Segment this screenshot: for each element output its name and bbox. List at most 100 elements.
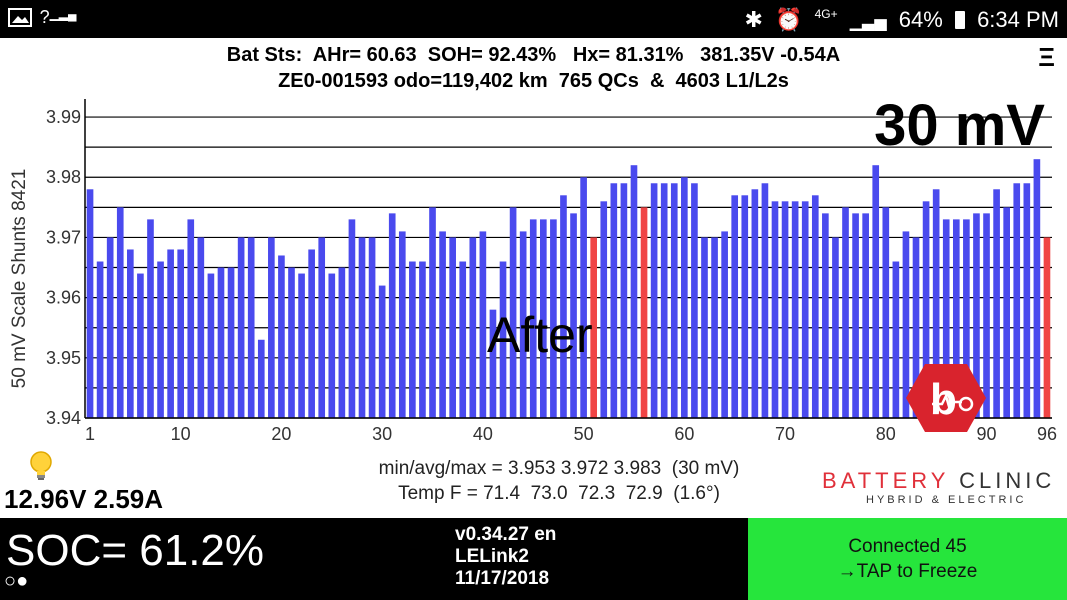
cell-bar-30 [378,285,386,418]
x-tick-label: 1 [85,424,95,444]
cell-bar-17 [247,237,255,418]
freeze-button[interactable]: Connected 45 →TAP to Freeze [748,518,1067,600]
cell-bar-50 [580,177,587,418]
status-left: ?▁▂▄ [8,7,77,35]
cell-bar-61 [691,183,698,418]
freeze-hint: →TAP to Freeze [837,561,978,582]
cell-bar-10 [177,249,185,418]
scale-label[interactable]: 30 mV [874,93,1045,158]
cell-bar-87 [952,219,960,418]
cell-bar-36 [439,231,446,418]
cell-bar-58 [660,183,668,418]
no-signal-icon: ? [39,7,50,27]
cell-bar-64 [721,231,728,418]
cell-bar-22 [298,273,305,418]
cell-bar-37 [449,237,456,418]
cell-bar-60 [681,177,688,418]
cell-bar-77 [852,213,859,418]
cell-bar-1 [86,189,94,418]
cell-bar-11 [187,219,195,418]
cell-bar-84 [922,201,930,418]
cell-bar-32 [398,231,406,418]
y-axis-label: 50 mV Scale Shunts 8421 [9,169,30,389]
cell-bar-21 [288,267,295,418]
cell-bar-79 [872,165,880,418]
cell-bar-96 [1043,237,1051,418]
cell-bar-82 [902,231,910,418]
x-tick-label: 40 [473,424,493,444]
cell-bar-86 [942,219,950,418]
soc-readout[interactable]: SOC= 61.2% [6,526,265,575]
build-date: 11/17/2018 [455,568,550,589]
cell-bar-72 [801,201,809,418]
cell-bar-44 [519,231,527,418]
cell-bar-8 [157,261,164,418]
y-tick-label: 3.98 [46,167,81,187]
vehicle-info-line: ZE0-001593 odo=119,402 km 765 QCs & 4603… [278,70,789,92]
cell-bar-7 [147,219,154,418]
cell-voltage-chart[interactable]: 3.99 3.98 3.97 3.96 3.95 3.941 10 20 30 40 50 60 70 8… [0,95,1067,460]
cell-bar-85 [932,189,940,418]
battery-icon [954,11,965,29]
cell-bar-13 [207,273,215,418]
cell-bar-42 [499,261,507,418]
status-right: ✱ ⏰ 4G+ ▁▃▅ 64% 6:34 PM [738,7,1059,33]
cell-bar-41 [489,309,497,418]
cell-bar-34 [419,261,426,418]
bottom-bar: SOC= 61.2% ○● v0.34.27 en LELink2 11/17/… [0,518,748,600]
cell-bar-62 [701,237,708,418]
cell-bar-81 [892,261,900,418]
bluetooth-icon: ✱ [744,7,763,32]
app-version: v0.34.27 en [455,524,557,545]
voltage-stats: min/avg/max = 3.953 3.972 3.983 (30 mV) [378,458,740,479]
status-bar: ?▁▂▄ ✱ ⏰ 4G+ ▁▃▅ 64% 6:34 PM [0,0,1067,38]
x-tick-label: 96 [1037,424,1057,444]
gallery-icon [8,8,32,27]
cell-bar-68 [761,183,769,418]
connection-status: Connected 45 [848,536,967,557]
obd-adapter: LELink2 [455,546,529,567]
brand-tagline: HYBRID & ELECTRIC [866,494,1027,506]
cell-bar-83 [912,237,920,418]
battery-status-line: Bat Sts: AHr= 60.63 SOH= 92.43% Hx= 81.3… [226,44,841,66]
y-tick-label: 3.99 [46,107,81,127]
cell-bar-75 [832,237,839,418]
lightbulb-icon [30,451,52,480]
cell-bar-24 [318,237,326,418]
temperature-stats: Temp F = 71.4 73.0 72.3 72.9 (1.6°) [398,483,720,504]
x-tick-label: 10 [171,424,191,444]
brand-word-battery: BATTERY [822,468,950,493]
cell-bar-28 [358,237,366,418]
x-tick-label: 50 [574,424,594,444]
brand-word-clinic: CLINIC [949,468,1056,493]
cell-bar-27 [348,219,356,418]
cell-bar-52 [600,201,608,418]
battery-clinic-logo: b [906,364,986,432]
cell-bar-12 [197,237,205,418]
cell-bar-14 [217,267,225,418]
y-tick-label: 3.95 [46,348,81,368]
x-tick-label: 60 [674,424,694,444]
page-indicator[interactable]: ○● [4,570,29,592]
x-tick-label: 90 [977,424,997,444]
cell-bar-80 [882,207,890,418]
clock: 6:34 PM [977,7,1059,32]
alarm-icon: ⏰ [775,7,803,32]
cell-bar-19 [268,237,275,418]
cell-bar-89 [973,213,980,418]
cell-bar-9 [167,249,174,418]
aux-battery-readout: 12.96V 2.59A [4,484,164,514]
cell-bar-40 [479,231,487,418]
cell-bar-18 [257,339,265,418]
y-tick-label: 3.97 [46,227,81,247]
cell-bar-29 [368,237,376,418]
cell-bar-73 [811,195,819,418]
menu-icon[interactable]: Ξ [1038,42,1055,72]
cell-bar-65 [731,195,739,418]
cell-bar-33 [409,261,416,418]
cell-bar-67 [751,189,759,418]
cell-bar-90 [983,213,990,418]
cell-bar-23 [308,249,315,418]
cell-bar-16 [237,237,245,418]
cell-bar-31 [388,213,396,418]
